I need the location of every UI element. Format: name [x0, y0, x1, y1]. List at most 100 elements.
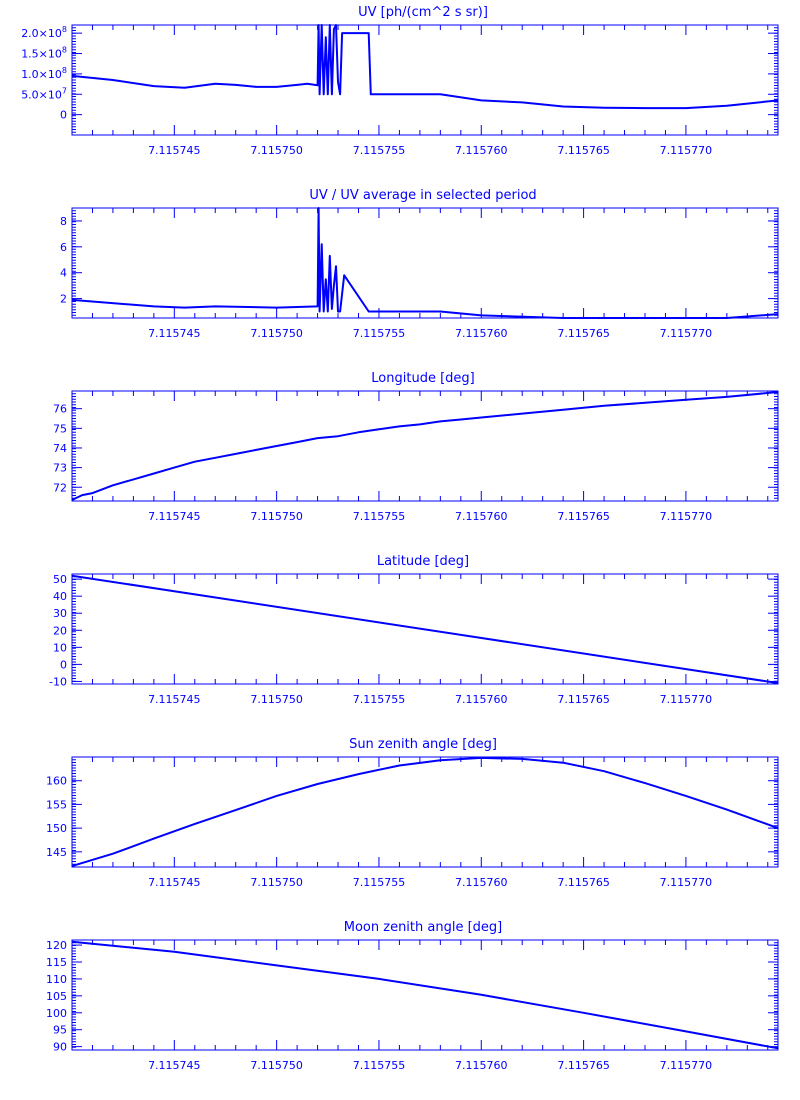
sun-zenith-trace [71, 756, 779, 868]
uv-ratio-panel: UV / UV average in selected period 2468 … [60, 188, 779, 340]
longitude-ticks [71, 390, 778, 502]
moon-zenith-ticks [71, 939, 778, 1051]
x-tick-label: 7.115760 [455, 327, 508, 340]
moon-zenith-plot-frame [71, 939, 779, 1051]
latitude-ticks [71, 573, 778, 685]
x-tick-label: 7.115755 [353, 510, 406, 523]
x-tick-label: 7.115765 [557, 327, 610, 340]
y-tick-label: 8 [60, 215, 67, 228]
x-tick-label: 7.115755 [353, 1059, 406, 1072]
x-tick-label: 7.115765 [557, 693, 610, 706]
uv-trace [71, 24, 779, 110]
longitude-plot-frame [71, 390, 779, 502]
x-tick-label: 7.115760 [455, 144, 508, 157]
x-tick-label: 7.115765 [557, 876, 610, 889]
uv-ratio-x-labels: 7.115745 7.115750 7.115755 7.115760 7.115765… [148, 327, 712, 340]
y-tick-label: 160 [46, 775, 67, 788]
y-tick-label: 73 [53, 462, 67, 475]
y-tick-label: 110 [46, 973, 67, 986]
uv-ratio-ticks [71, 207, 778, 319]
x-tick-label: 7.115765 [557, 510, 610, 523]
x-tick-label: 7.115755 [353, 144, 406, 157]
sun-zenith-x-labels: 7.115745 7.115750 7.115755 7.115760 7.115765… [148, 876, 712, 889]
y-tick-label: 1.5×108 [21, 46, 67, 61]
x-tick-label: 7.115770 [660, 144, 713, 157]
y-tick-label: 20 [53, 624, 67, 637]
x-tick-label: 7.115770 [660, 327, 713, 340]
x-tick-label: 7.115770 [660, 693, 713, 706]
uv-title: UV [ph/(cm^2 s sr)] [358, 5, 488, 20]
y-tick-label: 50 [53, 573, 67, 586]
x-tick-label: 7.115765 [557, 1059, 610, 1072]
y-tick-label: 74 [53, 442, 67, 455]
y-tick-label: 115 [46, 956, 67, 969]
moon-zenith-trace [71, 940, 779, 1050]
x-tick-label: 7.115750 [250, 693, 303, 706]
x-tick-label: 7.115745 [148, 876, 201, 889]
x-tick-label: 7.115745 [148, 327, 201, 340]
y-tick-label: 76 [53, 403, 67, 416]
x-tick-label: 7.115760 [455, 876, 508, 889]
sun-zenith-ticks [71, 756, 778, 868]
sun-zenith-series [71, 756, 779, 868]
x-tick-label: 7.115750 [250, 144, 303, 157]
uv-ratio-title: UV / UV average in selected period [309, 188, 536, 203]
y-tick-label: 105 [46, 990, 67, 1003]
sun-zenith-panel: Sun zenith angle [deg] 145 150 155 160 7.11… [46, 737, 779, 889]
latitude-y-labels: -10 0 10 20 30 40 50 [49, 573, 67, 688]
y-tick-label: 40 [53, 590, 67, 603]
moon-zenith-panel: Moon zenith angle [deg] 90 95 100 105 110 115… [46, 920, 779, 1072]
longitude-x-labels: 7.115745 7.115750 7.115755 7.115760 7.115765… [148, 510, 712, 523]
uv-ratio-trace [71, 207, 779, 319]
latitude-x-labels: 7.115745 7.115750 7.115755 7.115760 7.115765… [148, 693, 712, 706]
latitude-panel: Latitude [deg] -10 0 10 20 30 40 50 7.115745 7.… [49, 554, 779, 706]
x-tick-label: 7.115770 [660, 510, 713, 523]
x-tick-label: 7.115770 [660, 1059, 713, 1072]
moon-zenith-x-labels: 7.115745 7.115750 7.115755 7.115760 7.115765… [148, 1059, 712, 1072]
latitude-trace [71, 574, 779, 685]
uv-series [71, 24, 779, 110]
x-tick-label: 7.115750 [250, 876, 303, 889]
y-tick-label: 75 [53, 422, 67, 435]
uv-ticks [71, 24, 778, 136]
y-tick-label: 100 [46, 1007, 67, 1020]
x-tick-label: 7.115745 [148, 693, 201, 706]
uv-ratio-y-labels: 2 4 6 8 [60, 215, 67, 306]
x-tick-label: 7.115745 [148, 1059, 201, 1072]
y-tick-label: 95 [53, 1024, 67, 1037]
longitude-title: Longitude [deg] [371, 371, 474, 386]
x-tick-label: 7.115755 [353, 327, 406, 340]
y-tick-label: 30 [53, 607, 67, 620]
latitude-title: Latitude [deg] [377, 554, 469, 569]
x-tick-label: 7.115750 [250, 327, 303, 340]
y-tick-label: 90 [53, 1041, 67, 1054]
y-tick-label: 4 [60, 267, 67, 280]
x-tick-label: 7.115745 [148, 144, 201, 157]
longitude-panel: Longitude [deg] 72 73 74 75 76 7.115745 7.115… [53, 371, 779, 523]
uv-y-labels: 2.0×108 1.5×108 1.0×108 5.0×107 0 [21, 25, 67, 121]
x-tick-label: 7.115760 [455, 510, 508, 523]
sun-zenith-title: Sun zenith angle [deg] [349, 737, 497, 752]
x-tick-label: 7.115755 [353, 693, 406, 706]
x-tick-label: 7.115755 [353, 876, 406, 889]
y-tick-label: 6 [60, 241, 67, 254]
x-tick-label: 7.115745 [148, 510, 201, 523]
longitude-series [71, 391, 779, 501]
y-tick-label: 10 [53, 641, 67, 654]
y-tick-label: 150 [46, 822, 67, 835]
uv-ratio-series [71, 207, 779, 319]
uv-x-labels: 7.115745 7.115750 7.115755 7.115760 7.115765… [148, 144, 712, 157]
y-tick-label: 72 [53, 481, 67, 494]
y-tick-label: -10 [49, 675, 67, 688]
y-tick-label: 0 [60, 658, 67, 671]
moon-zenith-y-labels: 90 95 100 105 110 115 120 [46, 939, 67, 1054]
y-tick-label: 2.0×108 [21, 25, 67, 40]
sun-zenith-y-labels: 145 150 155 160 [46, 775, 67, 859]
y-tick-label: 145 [46, 846, 67, 859]
x-tick-label: 7.115765 [557, 144, 610, 157]
y-tick-label: 155 [46, 798, 67, 811]
y-tick-label: 120 [46, 939, 67, 952]
uv-ratio-plot-frame [71, 207, 779, 319]
longitude-y-labels: 72 73 74 75 76 [53, 403, 67, 495]
